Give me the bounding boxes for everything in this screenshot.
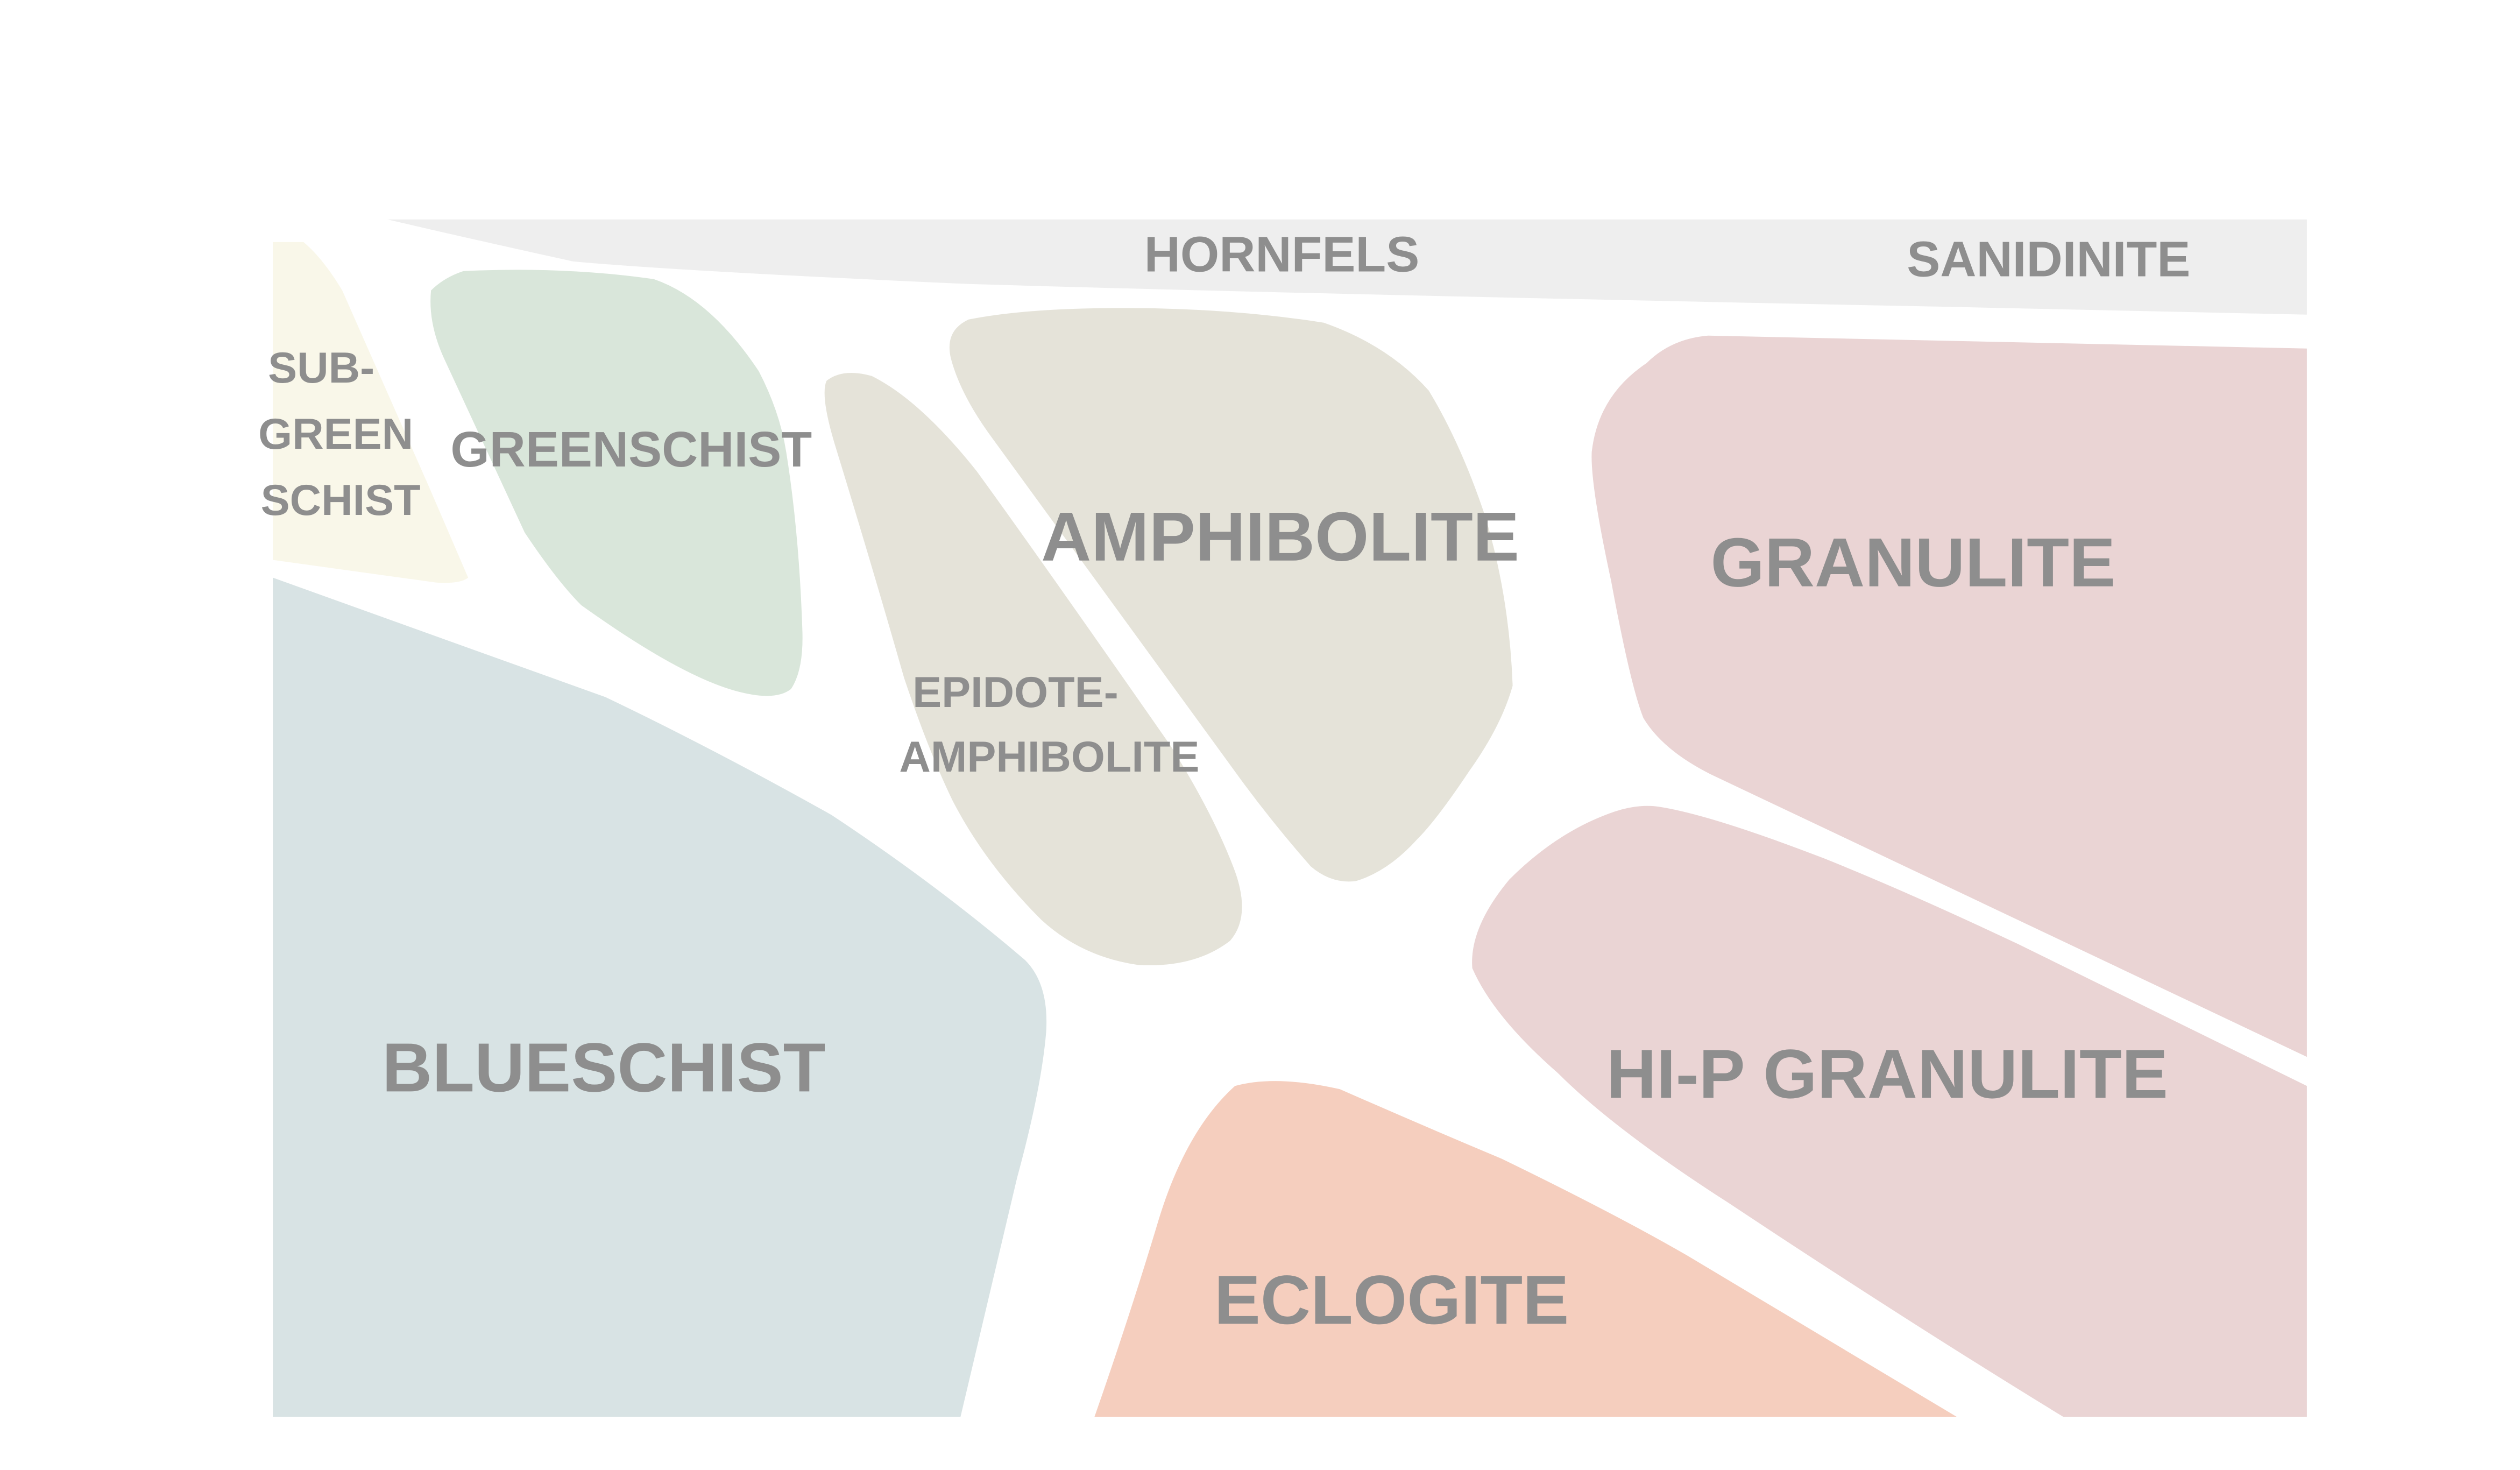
greenschist-label: GREENSCHIST — [450, 421, 812, 477]
subgreenschist-label-line-3: SCHIST — [261, 476, 421, 525]
hip-granulite-region — [1472, 805, 2307, 1417]
eclogite-region — [1094, 1081, 1957, 1417]
sanidinite-label: SANIDINITE — [1907, 231, 2190, 287]
hip-granulite-label: HI-P GRANULITE — [1606, 1035, 2168, 1113]
amphibolite-region — [949, 308, 1513, 882]
subgreenschist-region — [273, 242, 469, 583]
greenschist-region — [430, 270, 803, 696]
hornfels-region — [387, 219, 2307, 315]
blueschist-region — [273, 577, 1047, 1417]
amphibolite-label: AMPHIBOLITE — [1041, 498, 1519, 576]
granulite-region — [1591, 335, 2307, 1057]
eclogite-label: ECLOGITE — [1214, 1261, 1569, 1339]
epidote-amphibolite-label-line-2: AMPHIBOLITE — [899, 733, 1199, 781]
hornfels-label: HORNFELS — [1144, 226, 1420, 282]
subgreenschist-label-line-1: SUB- — [268, 344, 374, 392]
epidote-amphibolite-region — [824, 372, 1242, 965]
granulite-label: GRANULITE — [1710, 524, 2115, 602]
subgreenschist-label-line-2: GREEN — [258, 410, 413, 458]
epidote-amphibolite-label-line-1: EPIDOTE- — [912, 668, 1119, 717]
blueschist-label: BLUESCHIST — [382, 1029, 825, 1106]
